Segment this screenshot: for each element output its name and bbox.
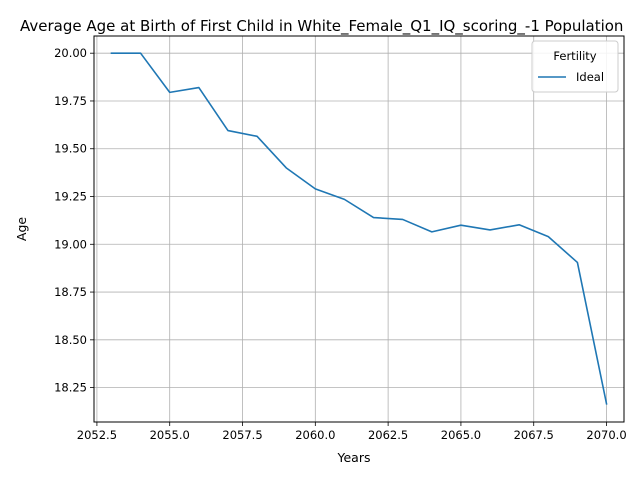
legend: Fertility Ideal bbox=[531, 40, 619, 93]
x-tick-label: 2067.5 bbox=[514, 428, 554, 442]
y-tick-label: 19.50 bbox=[54, 142, 87, 156]
chart-title: Average Age at Birth of First Child in W… bbox=[20, 17, 623, 36]
legend-title: Fertility bbox=[553, 49, 596, 63]
x-axis-label: Years bbox=[337, 450, 371, 465]
y-tick-label: 18.75 bbox=[54, 285, 87, 299]
y-tick-label: 18.25 bbox=[54, 381, 87, 395]
series-line-ideal bbox=[110, 52, 608, 405]
plot-frame bbox=[93, 35, 625, 423]
x-tick-label: 2055.0 bbox=[150, 428, 190, 442]
axis-ticks: 2052.5 2055.0 2057.5 2060.0 2062.5 2065.0 2067… bbox=[54, 46, 627, 442]
x-tick-label: 2070.0 bbox=[586, 428, 626, 442]
y-tick-label: 19.75 bbox=[54, 94, 87, 108]
legend-label-ideal: Ideal bbox=[576, 70, 604, 84]
x-tick-label: 2057.5 bbox=[222, 428, 262, 442]
y-tick-label: 18.50 bbox=[54, 333, 87, 347]
y-tick-label: 19.25 bbox=[54, 190, 87, 204]
y-tick-label: 20.00 bbox=[54, 46, 87, 60]
x-tick-label: 2062.5 bbox=[368, 428, 408, 442]
x-tick-label: 2065.0 bbox=[441, 428, 481, 442]
x-tick-label: 2060.0 bbox=[295, 428, 335, 442]
y-tick-label: 19.00 bbox=[54, 237, 87, 251]
x-tick-label: 2052.5 bbox=[77, 428, 117, 442]
y-axis-label: Age bbox=[14, 217, 29, 241]
grid bbox=[94, 36, 624, 422]
legend-box bbox=[531, 40, 619, 93]
series-layer bbox=[110, 52, 608, 405]
